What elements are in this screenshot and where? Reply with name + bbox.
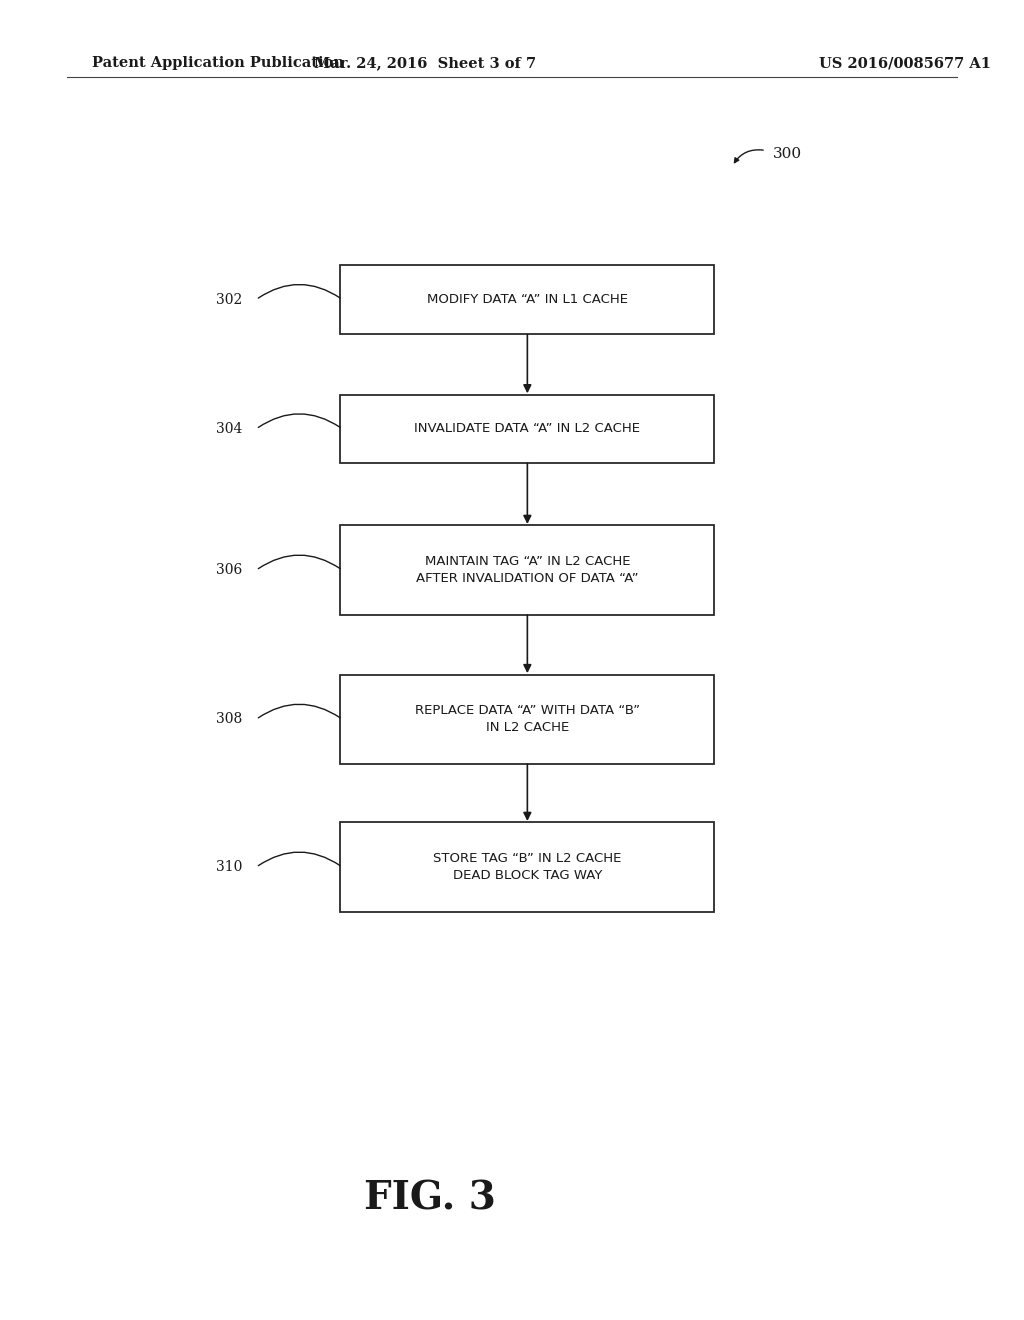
Text: STORE TAG “B” IN L2 CACHE
DEAD BLOCK TAG WAY: STORE TAG “B” IN L2 CACHE DEAD BLOCK TAG… xyxy=(433,853,622,882)
Text: 308: 308 xyxy=(216,713,243,726)
Bar xyxy=(340,265,715,334)
Bar xyxy=(340,525,715,615)
Text: 304: 304 xyxy=(216,422,243,436)
Text: INVALIDATE DATA “A” IN L2 CACHE: INVALIDATE DATA “A” IN L2 CACHE xyxy=(415,422,640,436)
Text: Patent Application Publication: Patent Application Publication xyxy=(92,57,344,70)
Bar xyxy=(340,675,715,764)
Bar xyxy=(340,395,715,463)
Text: REPLACE DATA “A” WITH DATA “B”
IN L2 CACHE: REPLACE DATA “A” WITH DATA “B” IN L2 CAC… xyxy=(415,705,640,734)
Text: MODIFY DATA “A” IN L1 CACHE: MODIFY DATA “A” IN L1 CACHE xyxy=(427,293,628,306)
Text: 300: 300 xyxy=(773,148,802,161)
Text: MAINTAIN TAG “A” IN L2 CACHE
AFTER INVALIDATION OF DATA “A”: MAINTAIN TAG “A” IN L2 CACHE AFTER INVAL… xyxy=(416,556,639,585)
Text: US 2016/0085677 A1: US 2016/0085677 A1 xyxy=(819,57,991,70)
Text: FIG. 3: FIG. 3 xyxy=(365,1180,496,1217)
Bar xyxy=(340,822,715,912)
Text: Mar. 24, 2016  Sheet 3 of 7: Mar. 24, 2016 Sheet 3 of 7 xyxy=(314,57,536,70)
Text: 302: 302 xyxy=(216,293,243,306)
Text: 310: 310 xyxy=(216,861,243,874)
Text: 306: 306 xyxy=(216,564,243,577)
